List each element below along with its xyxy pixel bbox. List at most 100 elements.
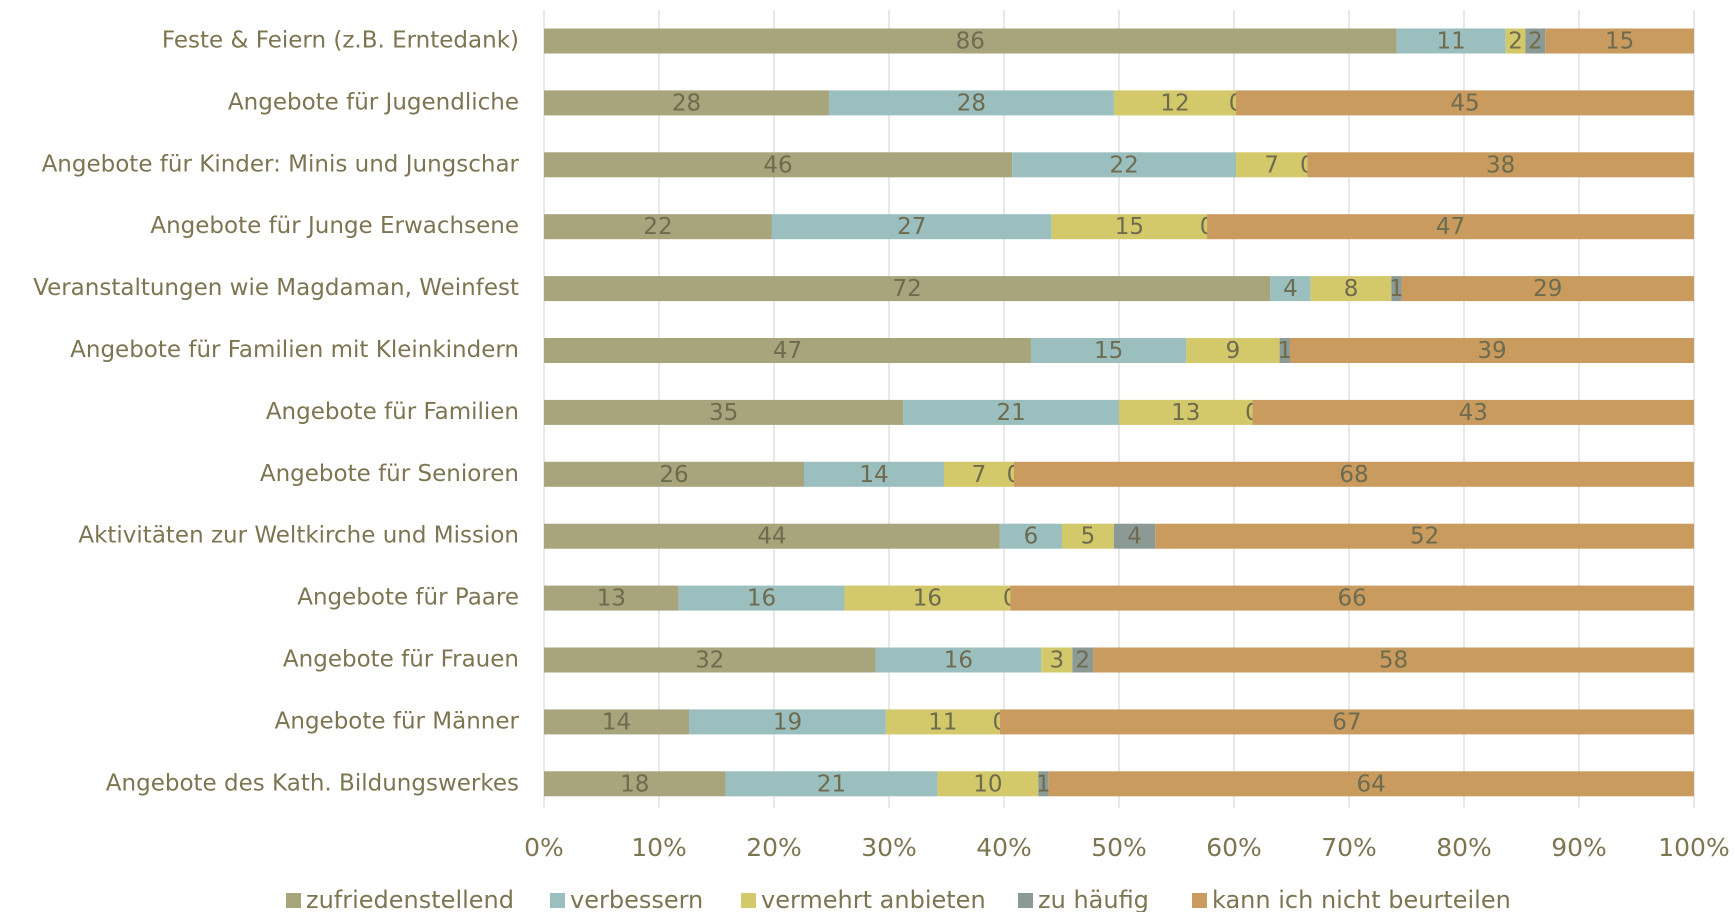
bar-segment [1093, 647, 1694, 673]
data-label: 47 [1436, 214, 1465, 240]
bar-segment [1038, 771, 1049, 797]
data-label: 22 [1109, 152, 1138, 178]
y-tick-label: Angebote für Senioren [260, 461, 519, 487]
data-label: 28 [672, 90, 701, 116]
x-tick-label: 100% [1658, 833, 1729, 862]
data-label: 64 [1357, 771, 1386, 797]
bar-segment [1119, 399, 1253, 425]
bar-segment [999, 523, 1063, 549]
x-tick-label: 20% [746, 833, 802, 862]
data-label: 7 [1264, 152, 1279, 178]
data-label: 12 [1160, 90, 1189, 116]
y-tick-label: Angebote für Familien mit Kleinkindern [70, 337, 519, 363]
data-label: 21 [997, 400, 1026, 426]
data-label: 19 [773, 709, 802, 735]
legend-swatch [741, 893, 756, 908]
data-label: 15 [1094, 338, 1123, 364]
bar-segment [544, 523, 1000, 549]
data-label: 28 [957, 90, 986, 116]
data-label: 72 [893, 276, 922, 302]
bar-segment [999, 709, 1694, 735]
y-tick-label: Veranstaltungen wie Magdaman, Weinfest [33, 275, 519, 301]
bar-segment [1048, 771, 1694, 797]
data-label: 11 [928, 709, 957, 735]
data-label: 3 [1050, 648, 1065, 674]
y-tick-label: Angebote für Familien [266, 399, 519, 425]
data-label: 18 [620, 771, 649, 797]
data-label: 1 [1277, 338, 1292, 364]
legend-swatch [1018, 893, 1033, 908]
bar-segment [1396, 28, 1506, 54]
data-label: 22 [643, 214, 672, 240]
y-tick-label: Angebote für Jugendliche [228, 89, 519, 115]
x-tick-label: 70% [1321, 833, 1377, 862]
bar-segment [544, 90, 829, 116]
data-label: 32 [695, 648, 724, 674]
bar-segment [544, 338, 1031, 363]
legend-label: verbessern [570, 886, 703, 912]
data-label: 16 [944, 648, 973, 674]
legend-label: zu häufig [1038, 886, 1149, 912]
data-label: 2 [1528, 29, 1543, 55]
bar-segment [544, 152, 1013, 178]
bar-segment [725, 771, 938, 797]
y-tick-label: Aktivitäten zur Weltkirche und Mission [78, 523, 519, 549]
data-label: 7 [972, 462, 987, 488]
x-tick-label: 40% [976, 833, 1032, 862]
data-label: 68 [1339, 462, 1368, 488]
bar-segment [1310, 276, 1392, 302]
x-tick-label: 10% [631, 833, 687, 862]
bar-segment [1307, 152, 1694, 178]
bar-segment [1012, 152, 1237, 178]
data-label: 2 [1075, 648, 1090, 674]
bar-segment [1236, 90, 1694, 116]
data-label: 16 [913, 586, 942, 612]
y-tick-label: Angebote für Paare [297, 585, 519, 611]
bar-segment [1236, 152, 1308, 178]
data-label: 1 [1389, 276, 1404, 302]
bar-segment [944, 461, 1014, 487]
legend-swatch [1192, 893, 1207, 908]
y-tick-label: Angebote für Männer [275, 708, 520, 734]
data-label: 26 [659, 462, 688, 488]
bar-segment [678, 585, 845, 611]
data-label: 6 [1024, 524, 1039, 550]
bar-segment [1505, 28, 1526, 54]
data-label: 52 [1410, 524, 1439, 550]
data-label: 44 [757, 524, 786, 550]
bar-segment [1062, 523, 1114, 549]
data-label: 15 [1115, 214, 1144, 240]
data-label: 10 [973, 771, 1002, 797]
data-label: 11 [1436, 29, 1465, 55]
bar-segment [1289, 338, 1694, 363]
legend-swatch [550, 893, 565, 908]
bar-segment [1401, 276, 1694, 302]
data-label: 13 [1171, 400, 1200, 426]
x-tick-label: 0% [524, 833, 564, 862]
bar-segment [1014, 461, 1694, 487]
bar-segment [1072, 647, 1094, 673]
y-tick-label: Angebote für Junge Erwachsene [150, 213, 519, 239]
data-label: 35 [709, 400, 738, 426]
bar-segment [544, 585, 679, 611]
data-label: 43 [1459, 400, 1488, 426]
bar-segment [544, 461, 804, 487]
data-label: 1 [1036, 771, 1051, 797]
data-label: 9 [1226, 338, 1241, 364]
x-tick-label: 80% [1436, 833, 1492, 862]
bar-segment [875, 647, 1042, 673]
data-label: 45 [1450, 90, 1479, 116]
bar-segment [844, 585, 1011, 611]
bar-segment [544, 771, 726, 797]
bar-segment [1525, 28, 1546, 54]
bar-segment [1252, 399, 1694, 425]
x-tick-label: 50% [1091, 833, 1147, 862]
bar-segment [1270, 276, 1311, 302]
bar-segment [544, 709, 690, 735]
data-label: 21 [817, 771, 846, 797]
data-label: 16 [747, 586, 776, 612]
data-label: 14 [859, 462, 888, 488]
data-label: 47 [773, 338, 802, 364]
x-tick-label: 60% [1206, 833, 1262, 862]
data-label: 86 [956, 29, 985, 55]
